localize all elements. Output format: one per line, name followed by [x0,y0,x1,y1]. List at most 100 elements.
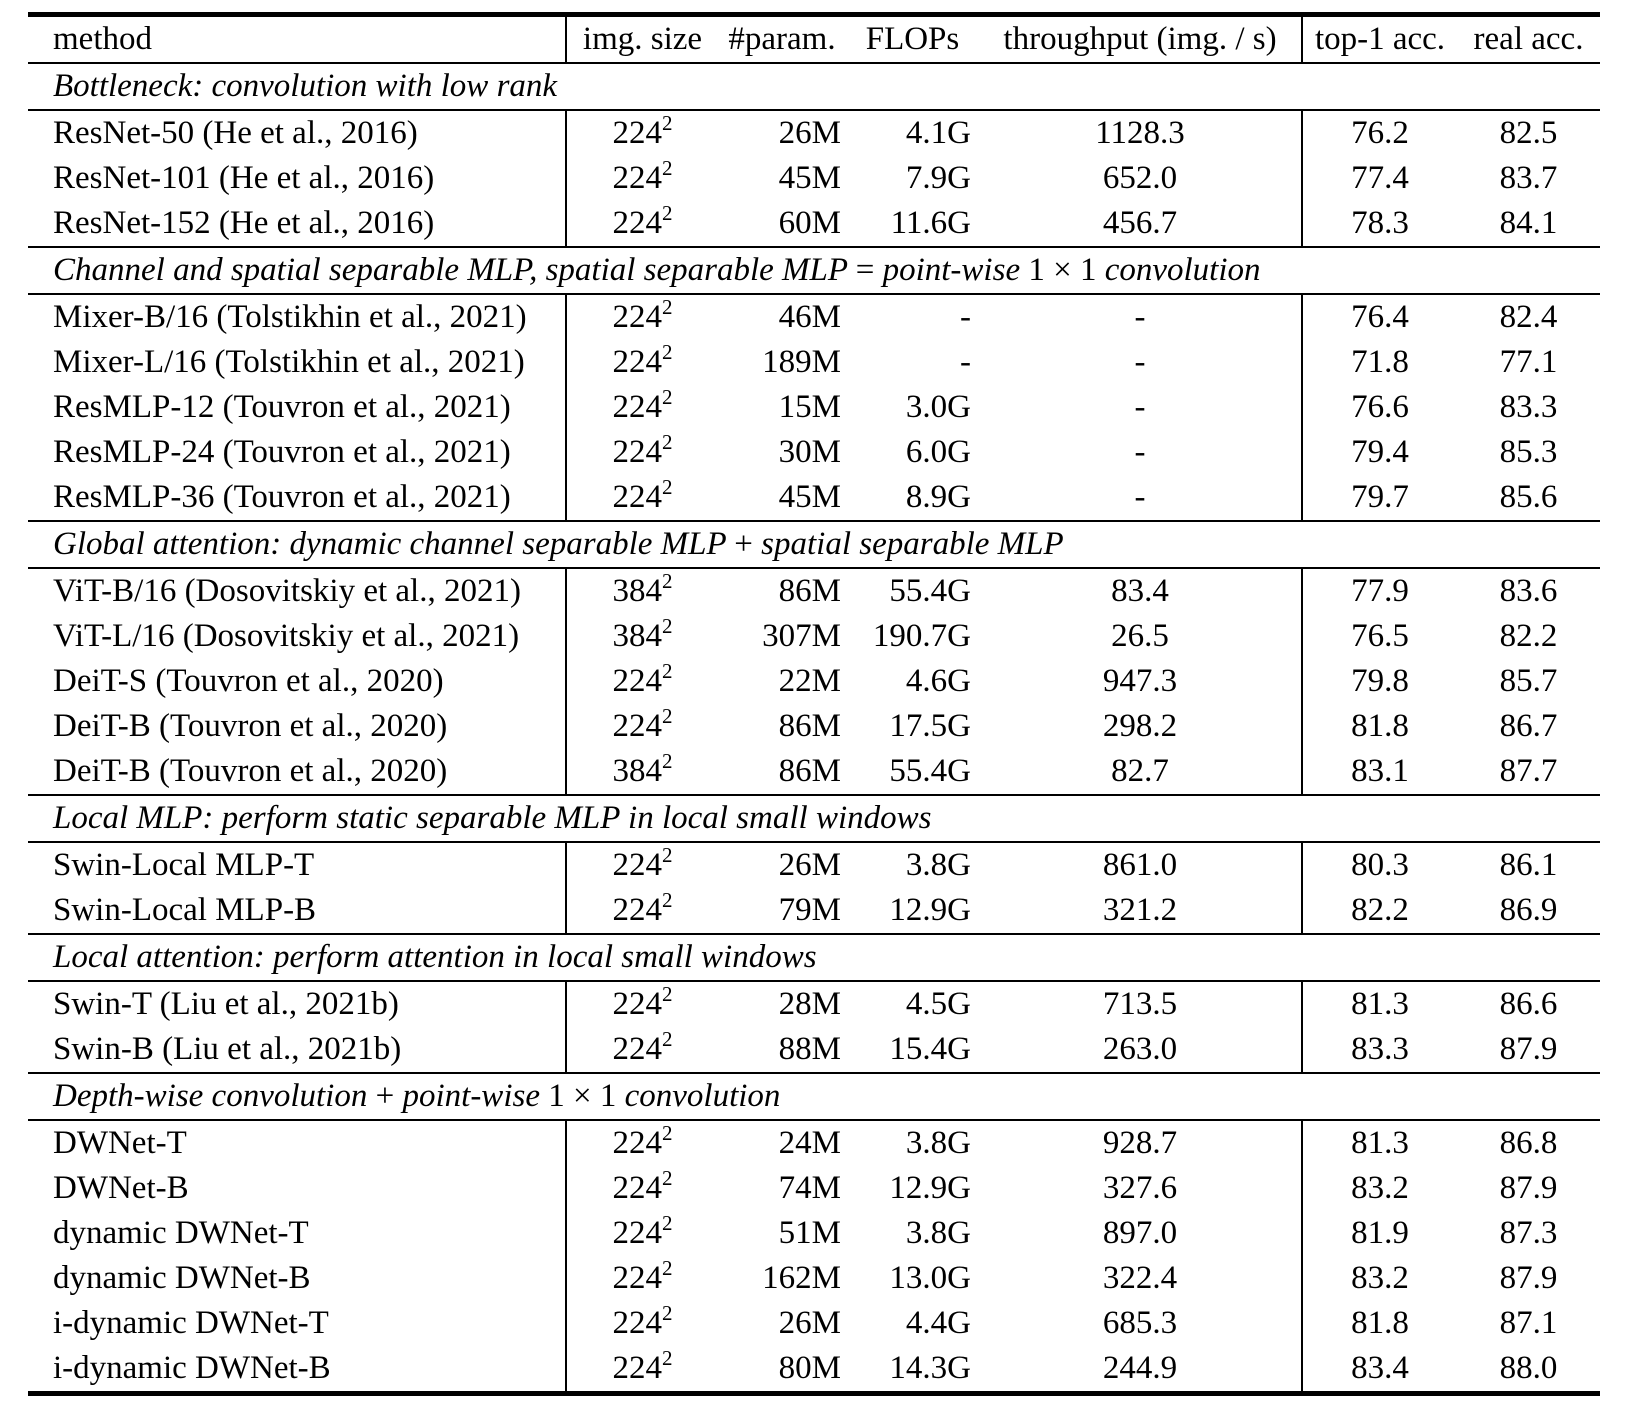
cell-top1-acc: 83.4 [1351,1350,1409,1386]
cell-throughput: 928.7 [979,1120,1303,1166]
cell-flops: 14.3G [889,1350,971,1386]
cell-method: ResNet-50 (He et al., 2016) [28,110,567,156]
table-row: dynamic DWNet-T 2242 51M 3.8G 897.0 81.9 87.3 [28,1211,1600,1256]
cell-flops: - [960,299,971,335]
cell-real-acc: 86.9 [1499,892,1558,928]
cell-params: 162M [762,1260,841,1296]
cell-top1-acc: 76.2 [1351,115,1409,151]
table-row: DeiT-S (Touvron et al., 2020) 2242 22M 4.6G… [28,659,1600,704]
table-row: i-dynamic DWNet-T 2242 26M 4.4G 685.3 81.8 87.… [28,1301,1600,1346]
cell-throughput: 82.7 [979,749,1303,795]
img-size-exponent: 2 [662,704,673,728]
cell-throughput: - [979,385,1303,430]
cell-img-size: 2242 [566,1301,718,1346]
cell-top1-acc: 79.4 [1351,434,1409,470]
cell-real-acc: 86.7 [1499,708,1558,744]
cell-method: ResNet-101 (He et al., 2016) [28,156,567,201]
cell-flops: 3.0G [905,389,971,425]
img-size-base: 384 [612,753,663,789]
cell-throughput: 456.7 [979,201,1303,247]
cell-real-acc: 82.5 [1499,115,1558,151]
cell-params: 74M [778,1170,841,1206]
section-title-segment: + [375,1078,395,1114]
img-size-exponent: 2 [662,111,673,135]
cell-top1-acc: 81.8 [1351,1305,1409,1341]
cell-real-acc: 83.3 [1499,389,1558,425]
section-title-segment: Depth-wise convolution [53,1078,376,1114]
cell-top1-acc: 83.3 [1351,1031,1409,1067]
cell-flops: 4.5G [905,986,971,1022]
cell-img-size: 2242 [566,1027,718,1073]
cell-img-size: 2242 [566,201,718,247]
cell-params: 22M [778,663,841,699]
cell-params: 86M [778,573,841,609]
table-row: i-dynamic DWNet-B 2242 80M 14.3G 244.9 83.4 88… [28,1346,1600,1394]
cell-real-acc: 86.1 [1499,847,1558,883]
cell-params: 189M [762,344,841,380]
cell-throughput: 652.0 [979,156,1303,201]
cell-method: DWNet-B [28,1166,567,1211]
cell-params: 88M [778,1031,841,1067]
col-header-params: #param. [718,14,846,64]
cell-params: 79M [778,892,841,928]
cell-params: 46M [778,299,841,335]
img-size-exponent: 2 [662,614,673,638]
table-row: dynamic DWNet-B 2242 162M 13.0G 322.4 83.2 87.… [28,1256,1600,1301]
img-size-base: 224 [612,847,663,883]
cell-img-size: 2242 [566,704,718,749]
cell-real-acc: 85.6 [1499,479,1558,515]
cell-throughput: 321.2 [979,888,1303,934]
section-title-segment: spatial separable MLP [752,526,1064,562]
cell-throughput: 713.5 [979,981,1303,1027]
header-row: method img. size #param. FLOPs throughpu… [28,14,1600,64]
cell-img-size: 2242 [566,842,718,888]
cell-img-size: 2242 [566,659,718,704]
table-row: ViT-L/16 (Dosovitskiy et al., 2021) 3842 3… [28,614,1600,659]
cell-flops: 15.4G [889,1031,971,1067]
section-title: Local MLP: perform static separable MLP … [28,794,1600,843]
section-header-row: Global attention: dynamic channel separa… [28,520,1600,569]
table-row: DWNet-B 2242 74M 12.9G 327.6 83.2 87.9 [28,1166,1600,1211]
cell-real-acc: 86.8 [1499,1125,1558,1161]
cell-params: 45M [778,160,841,196]
img-size-base: 224 [612,1350,663,1386]
cell-top1-acc: 76.6 [1351,389,1409,425]
table-row: Swin-Local MLP-T 2242 26M 3.8G 861.0 80.3 86.1 [28,842,1600,888]
cell-flops: 4.1G [905,115,971,151]
cell-real-acc: 86.6 [1499,986,1558,1022]
cell-top1-acc: 83.2 [1351,1260,1409,1296]
cell-flops: 17.5G [889,708,971,744]
img-size-base: 224 [612,479,663,515]
cell-img-size: 3842 [566,568,718,614]
cell-img-size: 3842 [566,614,718,659]
section-header-row: Local MLP: perform static separable MLP … [28,794,1600,843]
cell-method: ResNet-152 (He et al., 2016) [28,201,567,247]
cell-flops: - [960,344,971,380]
cell-flops: 55.4G [889,753,971,789]
img-size-base: 224 [612,1170,663,1206]
img-size-base: 224 [612,1215,663,1251]
cell-real-acc: 85.7 [1499,663,1558,699]
cell-top1-acc: 77.9 [1351,573,1409,609]
table-row: ResMLP-12 (Touvron et al., 2021) 2242 15M 3… [28,385,1600,430]
cell-img-size: 2242 [566,1346,718,1394]
cell-method: ResMLP-24 (Touvron et al., 2021) [28,430,567,475]
cell-params: 60M [778,205,841,241]
cell-real-acc: 82.4 [1499,299,1558,335]
cell-flops: 11.6G [890,205,971,241]
cell-real-acc: 87.3 [1499,1215,1558,1251]
img-size-exponent: 2 [662,749,673,773]
table-row: DWNet-T 2242 24M 3.8G 928.7 81.3 86.8 [28,1120,1600,1166]
img-size-exponent: 2 [662,1211,673,1235]
img-size-base: 384 [612,573,663,609]
img-size-exponent: 2 [662,1256,673,1280]
cell-params: 86M [778,708,841,744]
cell-real-acc: 82.2 [1499,618,1558,654]
img-size-base: 224 [612,205,663,241]
section-header-row: Depth-wise convolution + point-wise 1 × … [28,1072,1600,1121]
table-row: ResNet-152 (He et al., 2016) 2242 60M 11.6G… [28,201,1600,247]
cell-method: i-dynamic DWNet-B [28,1346,567,1394]
section-title-segment: + [734,526,753,562]
cell-flops: 12.9G [889,1170,971,1206]
cell-img-size: 2242 [566,1256,718,1301]
